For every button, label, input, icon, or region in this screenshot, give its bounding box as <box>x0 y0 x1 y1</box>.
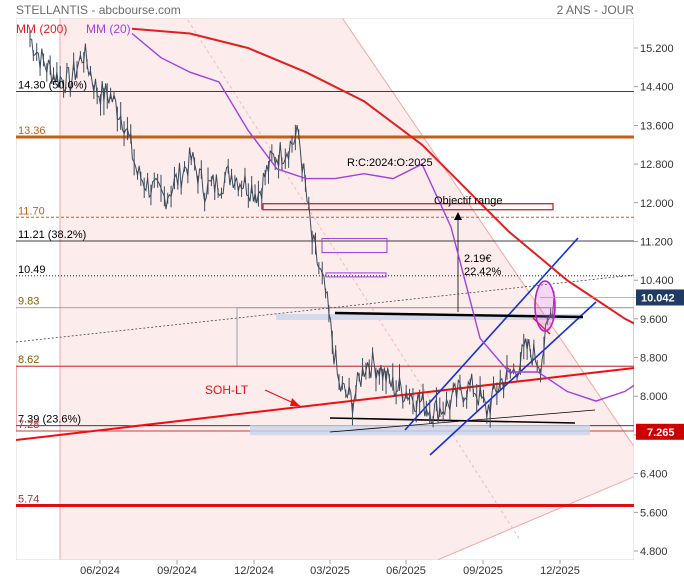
annotation-objectif: Objectif range <box>434 195 502 207</box>
price-series <box>29 38 555 425</box>
y-tick-label: 5.600 <box>640 507 668 519</box>
channel-midline <box>185 18 521 541</box>
y-tick-label: 6.400 <box>640 469 668 481</box>
level-label: 14.30 (50.0%) <box>18 80 87 92</box>
y-tick-label: 12.800 <box>640 159 674 171</box>
legend-mm200: MM (200) <box>16 22 68 36</box>
target-badge <box>636 423 684 440</box>
x-tick-label: 06/2024 <box>80 565 120 577</box>
y-tick-label: 13.600 <box>640 120 674 132</box>
level-label: 9.83 <box>18 296 39 308</box>
soh-lt-arrowhead <box>290 398 300 406</box>
annotation-target-value: 2.19€ <box>464 253 492 265</box>
soh-lt-line <box>16 367 634 441</box>
last-price-label: 10.042 <box>641 292 675 304</box>
x-tick-label: 09/2024 <box>157 565 197 577</box>
level-label: 11.70 <box>18 205 45 217</box>
descending-channel <box>59 18 634 560</box>
level-label: 13.36 <box>18 125 46 137</box>
blue-channel-upper <box>404 237 579 431</box>
y-tick-label: 8.800 <box>640 353 668 365</box>
last-price-badge <box>636 289 684 306</box>
legend-mm20: MM (20) <box>86 22 131 36</box>
support-zone-band-low <box>250 425 590 436</box>
x-tick-label: 09/2025 <box>463 565 503 577</box>
level-label: 5.74 <box>18 494 39 506</box>
support-zone-band <box>276 314 581 321</box>
chart-title: STELLANTIS - abcbourse.com <box>16 3 181 17</box>
x-tick-label: 12/2024 <box>234 565 274 577</box>
mm200-series <box>131 27 634 325</box>
target-label: 7.265 <box>647 427 675 439</box>
level-label: 8.62 <box>18 354 39 366</box>
x-tick-label: 12/2025 <box>540 565 580 577</box>
mm20-series <box>131 32 634 402</box>
gap-box <box>321 238 388 254</box>
y-tick-label: 15.200 <box>640 43 674 55</box>
y-tick-label: 11.200 <box>640 236 673 248</box>
breakout-ellipse <box>534 280 556 332</box>
objectif-box <box>262 203 554 211</box>
y-tick-label: 14.400 <box>640 82 674 94</box>
y-tick-label: 12.000 <box>640 198 674 210</box>
annotation-soh-lt: SOH-LT <box>205 383 249 397</box>
level-label: 7.28 <box>18 419 39 431</box>
y-tick-label: 4.800 <box>640 546 668 558</box>
y-tick-label: 9.600 <box>640 314 668 326</box>
gap-box-small <box>325 272 387 278</box>
wedge-line-lower <box>329 417 576 424</box>
level-label: 11.21 (38.2%) <box>18 229 86 241</box>
chart-period: 2 ANS - JOUR <box>556 3 634 17</box>
neckline <box>334 311 584 319</box>
y-tick-label: 10.400 <box>640 275 674 287</box>
x-tick-label: 03/2025 <box>310 565 350 577</box>
annotation-target-pct: 22.42% <box>464 266 502 278</box>
x-tick-label: 06/2025 <box>386 565 426 577</box>
blue-channel-lower <box>429 301 597 456</box>
y-tick-label: 8.000 <box>640 391 668 403</box>
target-arrowhead <box>454 212 462 220</box>
level-label: 10.49 <box>18 264 46 276</box>
annotation-r-c: R:C:2024:O:2025 <box>347 157 433 169</box>
level-label: 7.39 (23.6%) <box>18 414 81 426</box>
